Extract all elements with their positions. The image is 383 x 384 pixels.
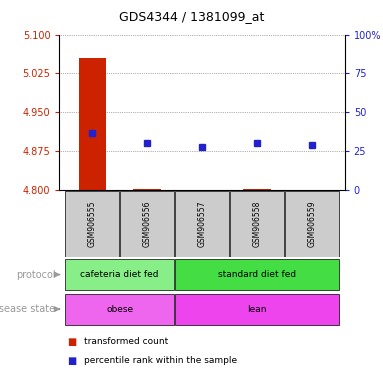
Text: GSM906559: GSM906559 xyxy=(307,200,316,247)
Text: GSM906555: GSM906555 xyxy=(88,200,97,247)
Text: GSM906556: GSM906556 xyxy=(142,200,152,247)
Text: GSM906557: GSM906557 xyxy=(198,200,206,247)
Bar xyxy=(65,191,119,257)
Bar xyxy=(285,191,339,257)
Bar xyxy=(79,58,106,190)
Bar xyxy=(65,293,174,325)
Text: disease state: disease state xyxy=(0,304,56,314)
Text: GDS4344 / 1381099_at: GDS4344 / 1381099_at xyxy=(119,10,264,23)
Bar xyxy=(230,191,284,257)
Text: ■: ■ xyxy=(67,356,76,366)
Text: GSM906558: GSM906558 xyxy=(252,200,262,247)
Text: percentile rank within the sample: percentile rank within the sample xyxy=(84,356,237,366)
Bar xyxy=(65,259,174,290)
Text: cafeteria diet fed: cafeteria diet fed xyxy=(80,270,159,279)
Text: obese: obese xyxy=(106,305,133,314)
Bar xyxy=(175,191,229,257)
Text: standard diet fed: standard diet fed xyxy=(218,270,296,279)
Bar xyxy=(133,189,161,190)
Bar xyxy=(175,293,339,325)
Bar xyxy=(120,191,174,257)
Text: transformed count: transformed count xyxy=(84,337,169,346)
Text: protocol: protocol xyxy=(16,270,56,280)
Text: lean: lean xyxy=(247,305,267,314)
Text: ■: ■ xyxy=(67,337,76,347)
Bar xyxy=(243,189,271,190)
Bar xyxy=(175,259,339,290)
